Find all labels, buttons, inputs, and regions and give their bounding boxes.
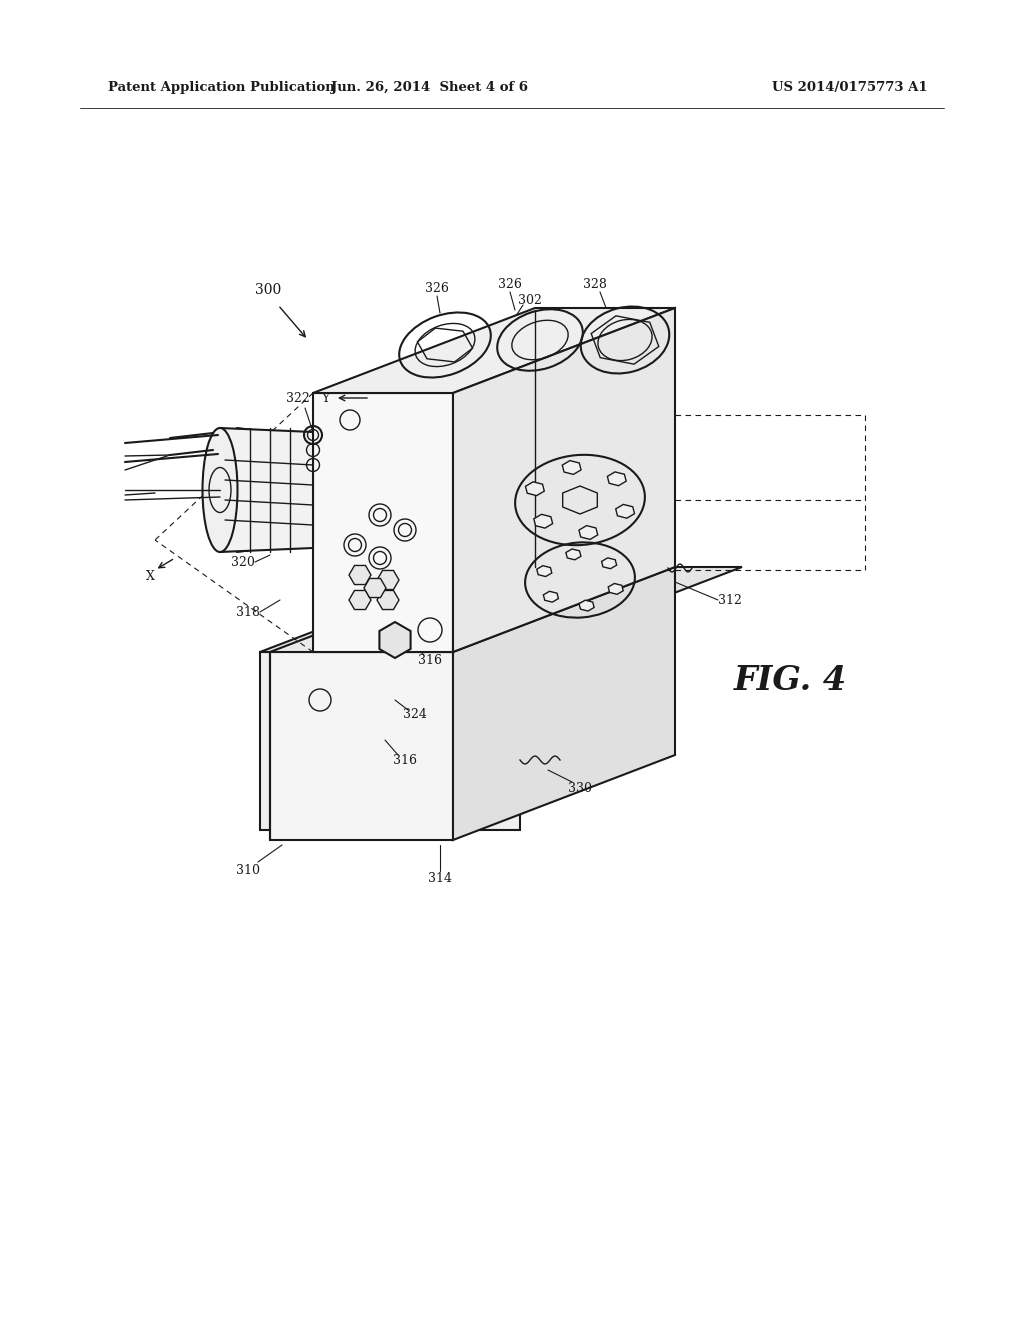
Polygon shape	[579, 525, 598, 540]
Ellipse shape	[203, 428, 238, 552]
Polygon shape	[601, 558, 616, 569]
Polygon shape	[544, 591, 558, 602]
Text: 326: 326	[498, 277, 522, 290]
Polygon shape	[580, 601, 594, 611]
Polygon shape	[453, 308, 675, 652]
Polygon shape	[566, 549, 581, 560]
Text: 302: 302	[518, 293, 542, 306]
Text: 316: 316	[418, 653, 442, 667]
Text: 300: 300	[255, 282, 282, 297]
Text: 330: 330	[568, 781, 592, 795]
Text: 324: 324	[403, 709, 427, 722]
Polygon shape	[349, 565, 371, 585]
Text: 314: 314	[428, 871, 452, 884]
Polygon shape	[525, 482, 545, 495]
Text: US 2014/0175773 A1: US 2014/0175773 A1	[772, 82, 928, 95]
Text: 318: 318	[236, 606, 260, 619]
Text: 312: 312	[718, 594, 742, 606]
Polygon shape	[377, 590, 399, 610]
Text: Jun. 26, 2014  Sheet 4 of 6: Jun. 26, 2014 Sheet 4 of 6	[332, 82, 528, 95]
Polygon shape	[260, 652, 520, 830]
Polygon shape	[220, 428, 313, 552]
Polygon shape	[364, 578, 386, 598]
Polygon shape	[270, 568, 675, 652]
Text: 326: 326	[425, 281, 449, 294]
Polygon shape	[615, 504, 635, 519]
Polygon shape	[313, 393, 453, 652]
Polygon shape	[380, 622, 411, 657]
Text: FIG. 4: FIG. 4	[733, 664, 847, 697]
Polygon shape	[377, 570, 399, 590]
Text: X: X	[145, 570, 155, 583]
Polygon shape	[607, 471, 626, 486]
Polygon shape	[537, 566, 552, 577]
Text: 316: 316	[393, 754, 417, 767]
Polygon shape	[349, 590, 371, 610]
Text: 328: 328	[583, 277, 607, 290]
Polygon shape	[562, 461, 581, 474]
Text: Y: Y	[321, 392, 329, 404]
Polygon shape	[270, 652, 453, 840]
Polygon shape	[260, 568, 742, 652]
Text: 310: 310	[236, 863, 260, 876]
Text: Patent Application Publication: Patent Application Publication	[108, 82, 335, 95]
Polygon shape	[608, 583, 624, 594]
Polygon shape	[313, 308, 675, 393]
Text: 320: 320	[231, 556, 255, 569]
Polygon shape	[534, 515, 553, 528]
Polygon shape	[453, 568, 675, 840]
Text: 322: 322	[286, 392, 310, 404]
